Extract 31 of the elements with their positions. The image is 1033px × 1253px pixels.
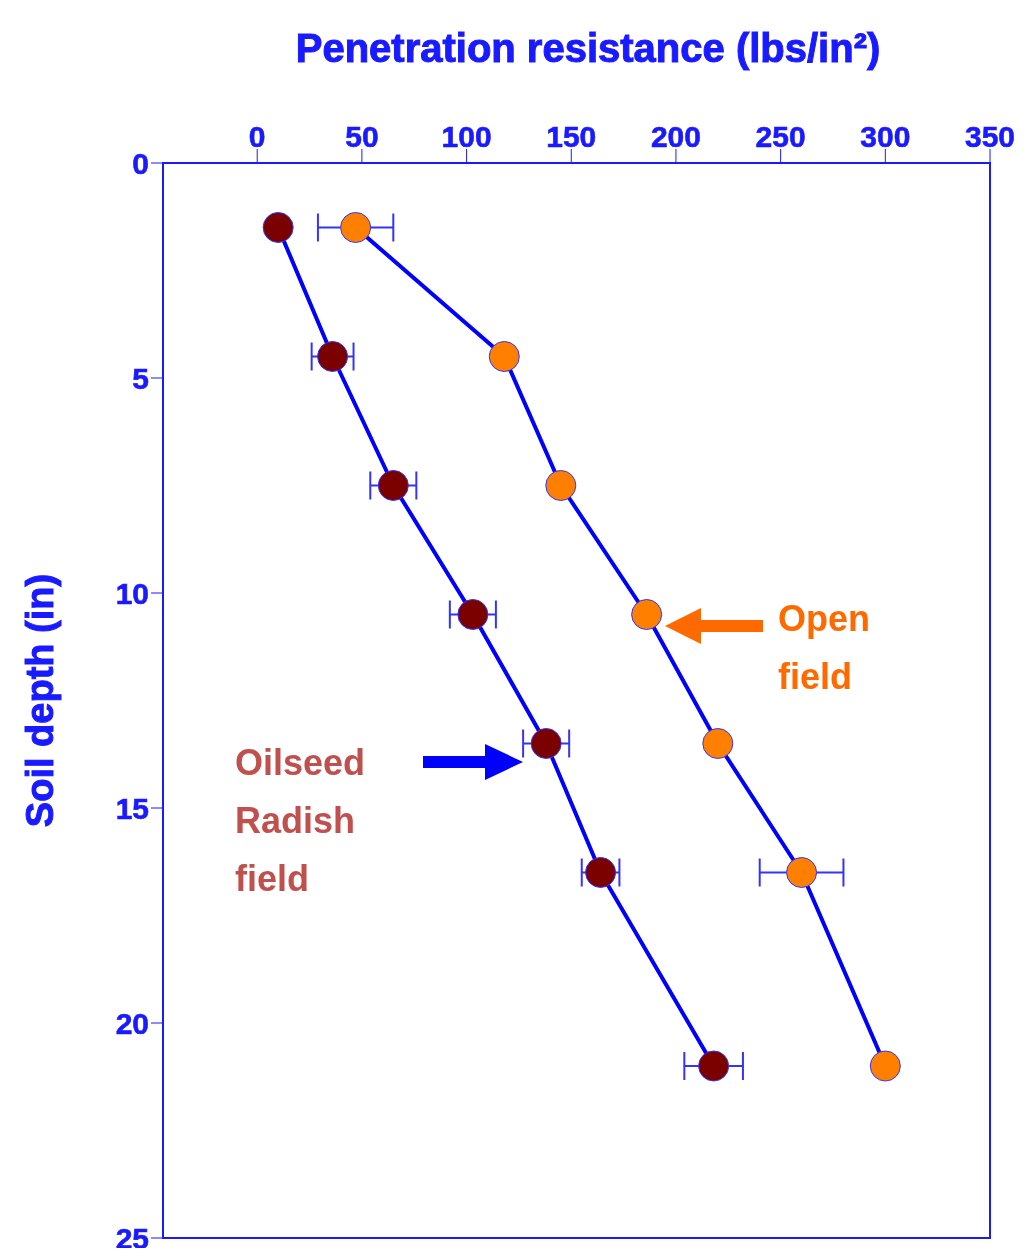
point (377, 470, 409, 501)
x-tick-label: 150 (546, 120, 597, 153)
y-tick-label: 5 (132, 361, 149, 395)
point (869, 1050, 901, 1082)
annotation: Oilseed Radish field (235, 741, 367, 901)
annotation: Open field (778, 597, 871, 699)
point (530, 728, 562, 759)
x-tick-label: 100 (441, 120, 492, 153)
point (340, 212, 372, 243)
point (698, 1050, 730, 1082)
point (545, 470, 577, 501)
x-tick-label: 350 (964, 120, 1016, 153)
x-tick-label: 300 (860, 120, 911, 153)
y-tick-label: 0 (132, 146, 149, 180)
x-tick-label: 0 (248, 120, 266, 153)
point (457, 599, 489, 630)
point (262, 212, 294, 243)
point (488, 341, 520, 372)
point (702, 728, 734, 759)
point (317, 341, 349, 372)
y-tick-label: 20 (115, 1006, 149, 1040)
y-tick-label: 15 (115, 791, 149, 825)
x-tick-label: 250 (755, 120, 806, 153)
point (631, 599, 663, 630)
y-tick-label: 10 (115, 576, 149, 610)
x-axis-title: Penetration resistance (lbs/in²) (294, 25, 882, 72)
x-tick-label: 200 (650, 120, 701, 153)
x-tick-label: 50 (345, 120, 379, 153)
point (786, 857, 818, 888)
y-axis-title: Soil depth (in) (19, 573, 62, 828)
y-tick-label: 25 (115, 1221, 149, 1253)
